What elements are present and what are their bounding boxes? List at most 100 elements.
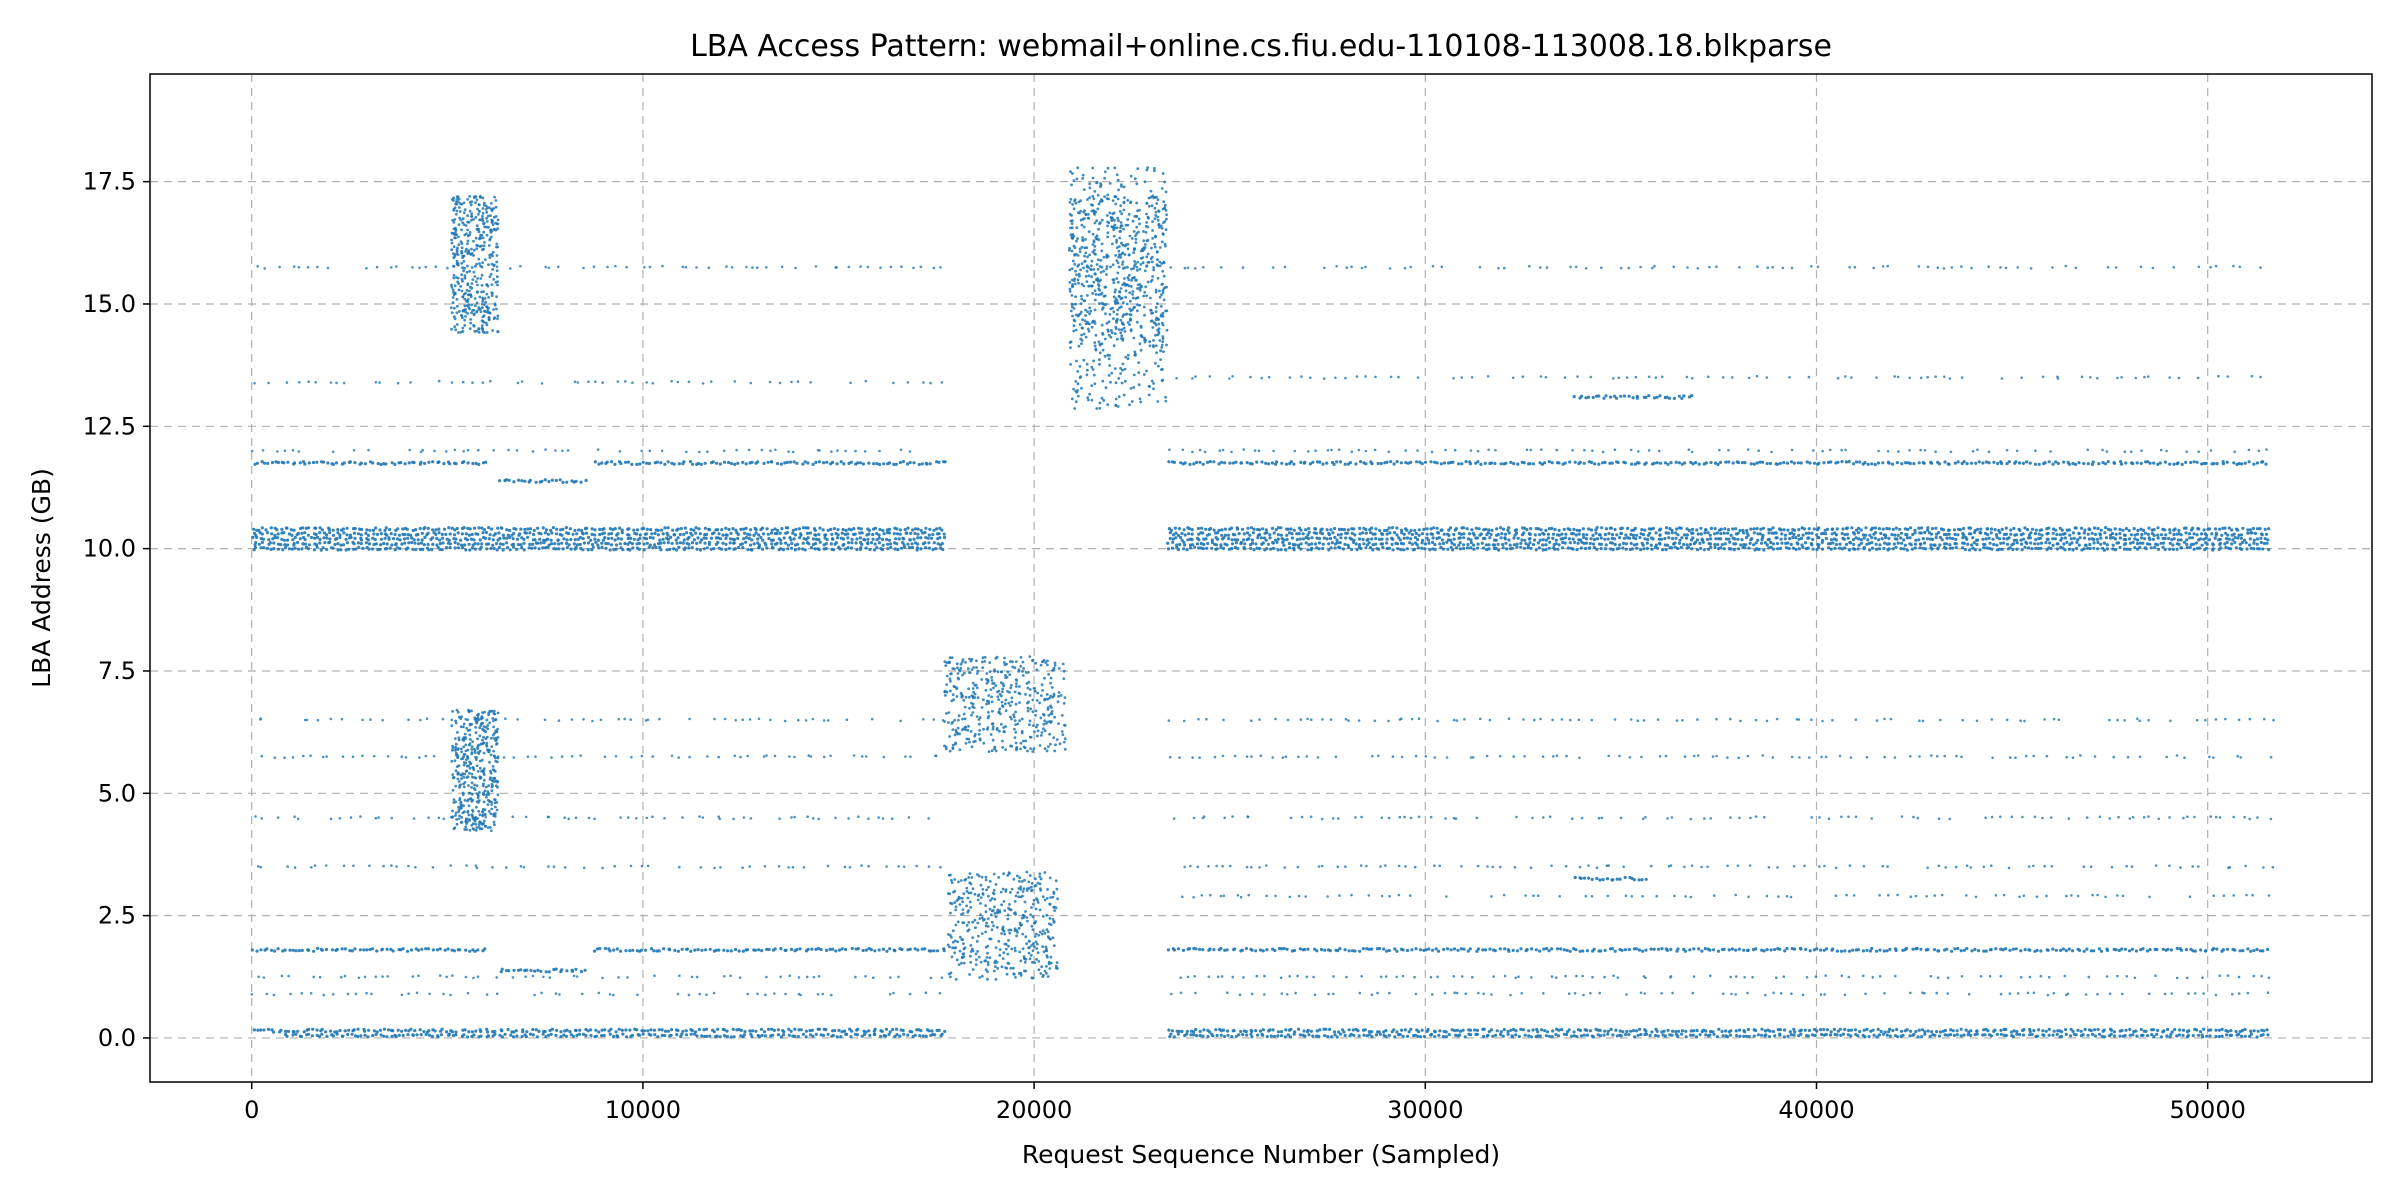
- data-point: [374, 1032, 378, 1037]
- data-point: [1318, 1028, 1322, 1032]
- data-point: [1770, 531, 1774, 535]
- data-point: [314, 381, 318, 384]
- data-point: [690, 533, 694, 537]
- data-point: [1843, 949, 1847, 953]
- data-point: [384, 462, 388, 466]
- data-point: [858, 531, 862, 535]
- data-point: [688, 717, 691, 721]
- data-point: [415, 1033, 419, 1037]
- data-point: [2047, 460, 2051, 464]
- data-point: [1419, 1035, 1423, 1039]
- data-point: [2220, 1034, 2224, 1038]
- data-point: [505, 541, 509, 545]
- data-point: [2141, 541, 2145, 545]
- data-point: [1850, 526, 1854, 530]
- data-point: [1708, 542, 1713, 546]
- data-point: [1829, 1030, 1833, 1034]
- data-point: [1550, 947, 1554, 951]
- data-point: [1874, 542, 1878, 546]
- data-point: [1488, 536, 1492, 540]
- data-point: [757, 717, 761, 721]
- data-point: [1194, 1027, 1198, 1032]
- data-point: [1506, 1032, 1510, 1036]
- data-point: [1338, 546, 1342, 550]
- data-point: [354, 547, 358, 551]
- data-point: [1392, 1028, 1396, 1032]
- data-point: [310, 866, 313, 869]
- data-point: [1261, 949, 1265, 953]
- data-point: [785, 460, 790, 464]
- data-point: [1469, 541, 1473, 545]
- data-point: [685, 947, 689, 951]
- data-point: [625, 1035, 629, 1039]
- data-point: [1752, 1034, 1756, 1038]
- data-point: [1480, 541, 1484, 545]
- data-point: [307, 543, 312, 547]
- data-point: [2184, 460, 2188, 464]
- data-point: [745, 265, 748, 269]
- data-point: [555, 1028, 559, 1032]
- data-point: [336, 528, 340, 532]
- data-point: [1230, 542, 1235, 546]
- data-point: [1343, 462, 1347, 466]
- data-point: [1358, 532, 1362, 536]
- data-point: [2026, 528, 2030, 532]
- data-point: [2139, 536, 2144, 540]
- data-point: [262, 461, 267, 465]
- data-point: [321, 460, 326, 464]
- data-point: [1166, 547, 1171, 551]
- data-point: [935, 527, 939, 531]
- data-point: [1670, 537, 1675, 541]
- data-point: [778, 817, 781, 820]
- data-point: [385, 533, 389, 537]
- data-point: [2086, 546, 2090, 550]
- data-point: [1214, 543, 1219, 547]
- data-point: [2034, 528, 2038, 532]
- data-point: [1257, 528, 1261, 532]
- data-point: [313, 864, 317, 867]
- data-point: [263, 267, 267, 270]
- data-point: [2163, 536, 2167, 541]
- data-point: [359, 538, 364, 542]
- data-point: [1285, 533, 1289, 537]
- data-point: [1832, 1027, 1836, 1031]
- data-point: [1462, 526, 1466, 530]
- data-point: [861, 462, 866, 466]
- data-point: [895, 532, 900, 536]
- data-point: [2008, 546, 2012, 550]
- data-point: [1618, 536, 1622, 540]
- data-point: [645, 541, 649, 545]
- data-point: [1337, 1030, 1341, 1034]
- data-point: [922, 718, 925, 721]
- data-point: [614, 264, 617, 268]
- data-point: [751, 1029, 755, 1033]
- data-point: [866, 542, 870, 546]
- data-point: [1457, 462, 1461, 466]
- data-point: [1709, 526, 1713, 531]
- data-point: [801, 541, 805, 545]
- data-point: [2034, 538, 2038, 542]
- data-point: [1656, 947, 1661, 951]
- data-point: [1652, 461, 1656, 465]
- data-point: [1677, 541, 1682, 545]
- data-point: [824, 533, 828, 537]
- data-point: [508, 548, 512, 552]
- data-point: [1550, 461, 1554, 465]
- data-point: [2218, 541, 2222, 545]
- data-point: [673, 533, 677, 537]
- data-point: [1544, 1034, 1548, 1038]
- data-point: [1183, 543, 1187, 547]
- data-point: [882, 462, 886, 466]
- data-point: [506, 1027, 510, 1032]
- data-point: [584, 531, 589, 535]
- data-point: [910, 542, 914, 546]
- data-point: [500, 526, 504, 530]
- data-point: [1656, 1034, 1660, 1038]
- data-point: [1810, 531, 1814, 535]
- data-point: [1279, 1030, 1284, 1034]
- data-point: [372, 532, 376, 536]
- data-point: [1568, 528, 1572, 532]
- data-point: [613, 462, 617, 466]
- data-point: [663, 462, 667, 466]
- data-point: [447, 526, 451, 530]
